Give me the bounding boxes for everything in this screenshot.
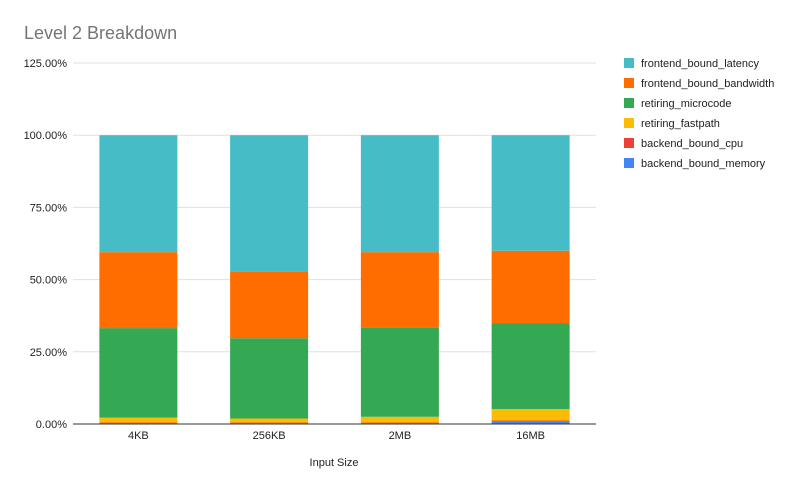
legend-label: backend_bound_cpu <box>641 138 743 150</box>
bar-segment-frontend-bound-bandwidth <box>99 252 178 329</box>
legend: frontend_bound_latency frontend_bound_ban… <box>624 58 774 170</box>
bar-segment-retiring-microcode <box>491 323 570 409</box>
y-tick-label: 100.00% <box>24 130 68 142</box>
bar-segment-retiring-microcode <box>99 328 178 418</box>
bar-segment-frontend-bound-bandwidth <box>491 250 570 324</box>
bar-segment-backend-bound-cpu <box>99 422 178 424</box>
bar-segment-retiring-microcode <box>360 327 439 417</box>
bar-segment-backend-bound-cpu <box>491 420 570 422</box>
chart-title: Level 2 Breakdown <box>24 23 177 43</box>
bar-segment-frontend-bound-bandwidth <box>230 271 309 339</box>
legend-swatch <box>624 118 634 128</box>
y-tick-label: 125.00% <box>24 58 68 70</box>
bars <box>99 135 570 424</box>
bar-segment-retiring-fastpath <box>99 417 178 423</box>
x-tick-label: 2MB <box>389 430 412 442</box>
x-tick-label: 4KB <box>128 430 149 442</box>
bar-segment-retiring-fastpath <box>491 408 570 421</box>
y-tick-label: 50.00% <box>30 275 68 287</box>
legend-label: retiring_fastpath <box>641 118 720 130</box>
x-axis-ticks: 4KB 256KB 2MB 16MB <box>128 430 545 442</box>
bar-segment-retiring-fastpath <box>360 416 439 423</box>
bar-segment-frontend-bound-latency <box>230 135 309 272</box>
bar-segment-frontend-bound-latency <box>99 135 178 253</box>
legend-swatch <box>624 98 634 108</box>
y-tick-label: 0.00% <box>36 419 67 431</box>
y-tick-label: 75.00% <box>30 202 68 214</box>
legend-swatch <box>624 58 634 68</box>
x-tick-label: 16MB <box>516 430 545 442</box>
legend-label: frontend_bound_bandwidth <box>641 78 774 90</box>
bar-segment-backend-bound-cpu <box>360 422 439 424</box>
bar-segment-frontend-bound-latency <box>491 135 570 251</box>
bar-segment-retiring-fastpath <box>230 418 309 423</box>
y-tick-label: 25.00% <box>30 347 68 359</box>
legend-label: retiring_microcode <box>641 98 731 110</box>
bar-segment-retiring-microcode <box>230 338 309 419</box>
bar-segment-frontend-bound-bandwidth <box>360 252 439 328</box>
legend-swatch <box>624 158 634 168</box>
bar-segment-backend-bound-cpu <box>230 422 309 424</box>
x-tick-label: 256KB <box>253 430 286 442</box>
legend-label: frontend_bound_latency <box>641 58 760 70</box>
legend-label: backend_bound_memory <box>641 158 766 170</box>
bar-segment-frontend-bound-latency <box>360 135 439 253</box>
x-axis-title: Input Size <box>310 457 359 469</box>
legend-swatch <box>624 78 634 88</box>
legend-swatch <box>624 138 634 148</box>
y-axis-ticks: 0.00% 25.00% 50.00% 75.00% 100.00% 125.00% <box>24 58 68 431</box>
bar-segment-backend-bound-memory <box>491 421 570 424</box>
